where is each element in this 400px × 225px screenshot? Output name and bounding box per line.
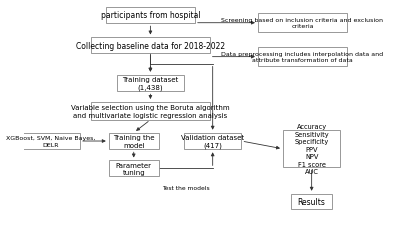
FancyBboxPatch shape — [91, 38, 210, 53]
Text: Accuracy
Sensitivity
Specificity
PPV
NPV
F1 score
AUC: Accuracy Sensitivity Specificity PPV NPV… — [294, 124, 329, 175]
FancyBboxPatch shape — [91, 103, 210, 120]
FancyBboxPatch shape — [109, 161, 159, 176]
FancyBboxPatch shape — [258, 14, 347, 33]
Text: Parameter
tuning: Parameter tuning — [116, 162, 152, 175]
Text: Results: Results — [298, 197, 326, 206]
Text: Variable selection using the Boruta algorithm
and multivariate logistic regressi: Variable selection using the Boruta algo… — [71, 105, 230, 118]
FancyBboxPatch shape — [109, 133, 159, 150]
FancyBboxPatch shape — [117, 75, 184, 92]
FancyBboxPatch shape — [184, 133, 242, 150]
Text: Screening based on inclusion criteria and exclusion
criteria: Screening based on inclusion criteria an… — [221, 18, 383, 29]
Text: XGBoost, SVM, Naive Bayes,
DELR: XGBoost, SVM, Naive Bayes, DELR — [6, 136, 95, 147]
FancyBboxPatch shape — [283, 131, 340, 167]
FancyBboxPatch shape — [291, 194, 332, 209]
FancyBboxPatch shape — [106, 7, 195, 24]
Text: Test the models: Test the models — [162, 185, 210, 190]
Text: Validation dataset
(417): Validation dataset (417) — [181, 134, 244, 148]
FancyBboxPatch shape — [258, 48, 347, 67]
Text: participants from hospital: participants from hospital — [100, 11, 200, 20]
Text: Collecting baseline data for 2018-2022: Collecting baseline data for 2018-2022 — [76, 41, 225, 50]
Text: Data preprocessing includes interpolation data and
attribute transformation of d: Data preprocessing includes interpolatio… — [221, 52, 384, 63]
Text: Training the
model: Training the model — [113, 135, 154, 148]
Text: Training dataset
(1,438): Training dataset (1,438) — [122, 77, 178, 91]
FancyBboxPatch shape — [21, 133, 80, 149]
